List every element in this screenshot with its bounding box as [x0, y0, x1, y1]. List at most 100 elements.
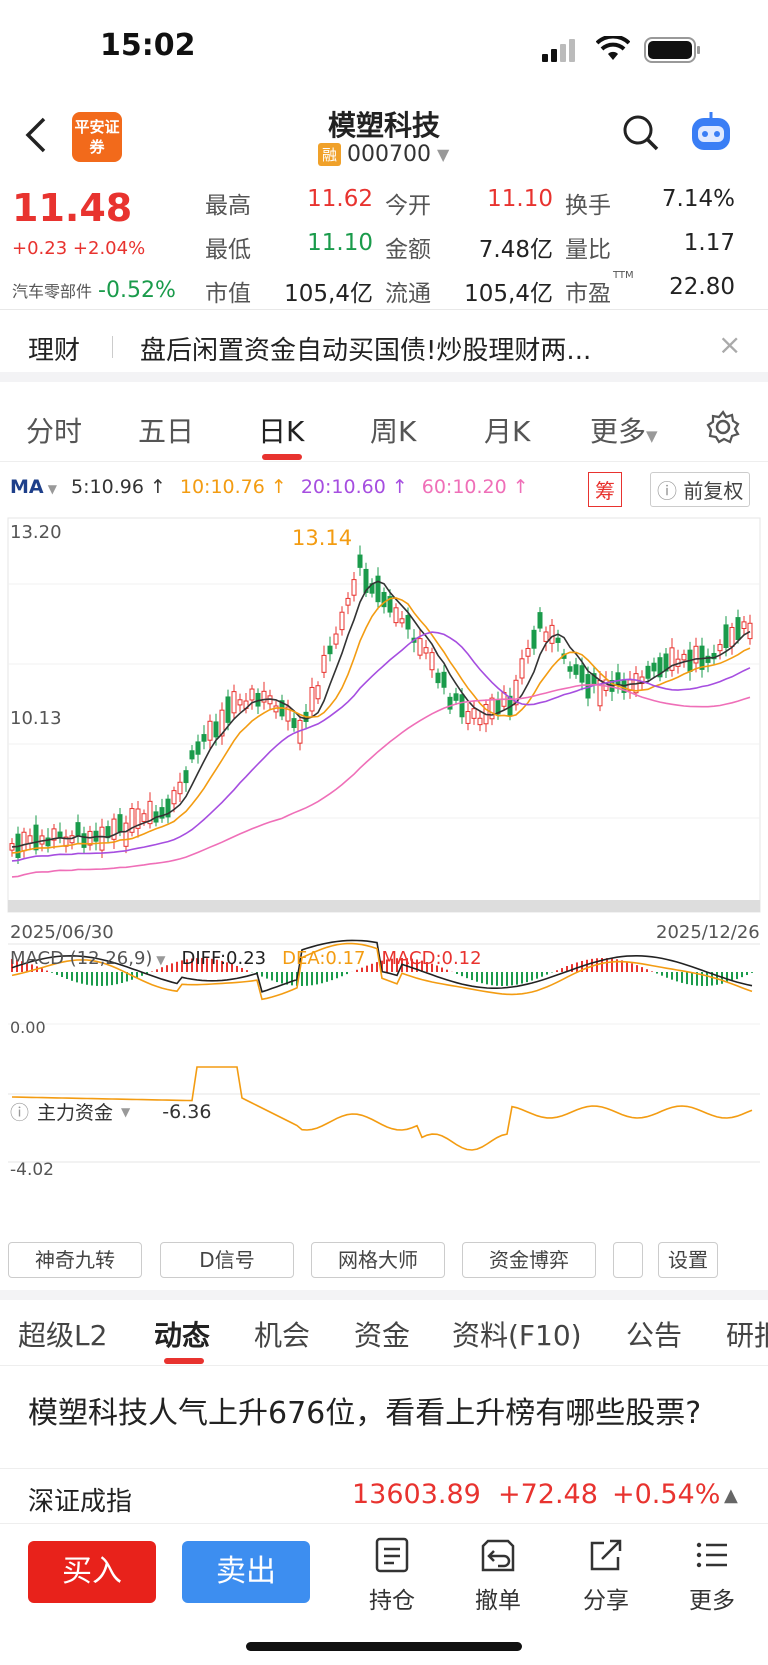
chevron-down-icon: ▼: [43, 482, 58, 496]
candle-body: [567, 666, 573, 672]
main-funds-line: [11, 1066, 753, 1151]
candle-body: [345, 597, 351, 606]
chevron-down-icon: ▼: [121, 1104, 131, 1119]
tab-monthly-k[interactable]: 月K: [484, 415, 531, 448]
candle-body: [315, 685, 321, 700]
tool-nine-turn[interactable]: 神奇九转: [8, 1242, 142, 1278]
candle-body: [75, 822, 81, 837]
candle-body: [453, 693, 459, 701]
ma-legend: MA ▼ 5:10.96 ↑ 10:10.76 ↑ 20:10.60 ↑ 60:…: [10, 476, 529, 498]
tool-settings[interactable]: 设置: [658, 1242, 718, 1278]
candle-body: [201, 734, 207, 742]
ma5-value: 5:10.96 ↑: [71, 476, 166, 498]
sell-button[interactable]: 卖出: [182, 1541, 310, 1603]
moving-average-line: [11, 631, 751, 862]
tool-grid-master[interactable]: 网格大师: [311, 1242, 445, 1278]
tab-level2[interactable]: 超级L2: [18, 1319, 108, 1352]
candle-body: [435, 672, 441, 684]
signal-icon: [542, 39, 575, 62]
candle-body: [519, 658, 525, 679]
candle-body: [471, 708, 477, 719]
ma-selector[interactable]: MA ▼: [10, 476, 58, 498]
adjust-mode-button[interactable]: ⓘ 前复权: [650, 472, 751, 507]
tab-five-day[interactable]: 五日: [138, 415, 195, 448]
ma10-value: 10:10.76 ↑: [179, 476, 287, 498]
chevron-down-icon: ▼: [437, 145, 450, 164]
candle-body: [45, 837, 51, 847]
tab-more[interactable]: 更多▼: [590, 415, 658, 448]
candle-body: [261, 690, 267, 703]
news-headline[interactable]: 模塑科技人气上升676位，看看上升榜有哪些股票?: [28, 1396, 702, 1431]
mcap-label: 市值: [205, 281, 251, 307]
mcap-value: 105,4亿: [284, 281, 373, 307]
pe-label: 市盈 TTM: [565, 270, 634, 307]
main-funds-selector[interactable]: ⓘ 主力资金 ▼ -6.36: [10, 1098, 211, 1125]
tab-funds[interactable]: 资金: [354, 1319, 411, 1352]
tab-intraday[interactable]: 分时: [26, 415, 83, 448]
candle-body: [531, 629, 537, 649]
macd-selector[interactable]: MACD (12,26,9) ▼: [10, 948, 166, 969]
tab-weekly-k[interactable]: 周K: [370, 415, 417, 448]
bottom-action-bar: 买入 卖出 持仓 撤单 分享 更多: [0, 1525, 768, 1665]
candle-body: [147, 800, 153, 825]
tab-news[interactable]: 动态: [154, 1319, 211, 1352]
tab-research[interactable]: 研报: [726, 1319, 768, 1352]
candle-body: [423, 647, 429, 654]
dea-value: DEA:0.17: [282, 948, 366, 969]
candle-body: [447, 696, 453, 710]
info-icon: ⓘ: [657, 479, 677, 503]
diff-line: [11, 939, 753, 993]
tab-f10[interactable]: 资料(F10): [452, 1319, 582, 1352]
share-icon: [590, 1539, 622, 1571]
tab-daily-k[interactable]: 日K: [258, 415, 305, 448]
candle-body: [513, 679, 519, 706]
last-price: 11.48: [12, 186, 133, 230]
tool-more[interactable]: [613, 1242, 643, 1278]
candle-body: [459, 694, 465, 718]
back-icon[interactable]: [22, 116, 48, 154]
high-label: 最高: [205, 193, 251, 219]
share-button[interactable]: 分享: [566, 1537, 646, 1615]
scroll-bar[interactable]: [8, 900, 760, 912]
candle-body: [141, 813, 147, 822]
candle-body: [405, 614, 411, 630]
index-name: 深证成指: [28, 1487, 133, 1517]
candle-body: [657, 657, 663, 678]
buy-button[interactable]: 买入: [28, 1541, 156, 1603]
price-change: +0.23 +2.04%: [12, 238, 146, 259]
cancel-order-button[interactable]: 撤单: [458, 1537, 538, 1615]
info-icon: ⓘ: [10, 1102, 30, 1124]
candle-body: [387, 596, 393, 613]
ai-assistant-icon[interactable]: [686, 108, 736, 158]
sector-change[interactable]: 汽车零部件 -0.52%: [12, 278, 176, 303]
search-icon[interactable]: [622, 114, 660, 152]
info-tabs: 超级L2 动态 机会 资金 资料(F10) 公告 研报: [0, 1300, 768, 1366]
candle-body: [747, 622, 753, 640]
candle-body: [27, 835, 33, 844]
candle-body: [135, 808, 141, 829]
banner-text[interactable]: 盘后闲置资金自动买国债!炒股理财两...: [140, 336, 592, 366]
promo-banner[interactable]: 理财 盘后闲置资金自动买国债!炒股理财两... ×: [0, 312, 768, 382]
tool-fund-game[interactable]: 资金博弈: [462, 1242, 596, 1278]
more-button[interactable]: 更多: [672, 1537, 752, 1615]
tab-opportunity[interactable]: 机会: [254, 1319, 311, 1352]
tab-announcements[interactable]: 公告: [626, 1319, 683, 1352]
candle-body: [399, 618, 405, 624]
candle-body: [129, 808, 135, 833]
open-value: 11.10: [487, 186, 553, 212]
kline-chart[interactable]: [0, 512, 768, 1232]
stock-code-selector[interactable]: 融 000700 ▼: [318, 142, 449, 167]
stock-header: 平安证券 模塑科技 融 000700 ▼: [0, 100, 768, 175]
close-icon[interactable]: ×: [718, 328, 742, 361]
chevron-up-icon[interactable]: ▲: [724, 1485, 738, 1506]
tool-d-signal[interactable]: D信号: [160, 1242, 294, 1278]
high-value: 11.62: [307, 186, 373, 212]
index-ticker[interactable]: 深证成指 13603.89 +72.48 +0.54% ▲: [0, 1468, 768, 1524]
active-tab-underline: [164, 1358, 204, 1364]
candle-body: [177, 781, 183, 795]
float-label: 流通: [385, 281, 431, 307]
chip-distribution-button[interactable]: 筹: [588, 472, 622, 507]
holdings-button[interactable]: 持仓: [352, 1537, 432, 1615]
settings-gear-icon[interactable]: [706, 410, 740, 444]
candle-body: [117, 814, 123, 833]
